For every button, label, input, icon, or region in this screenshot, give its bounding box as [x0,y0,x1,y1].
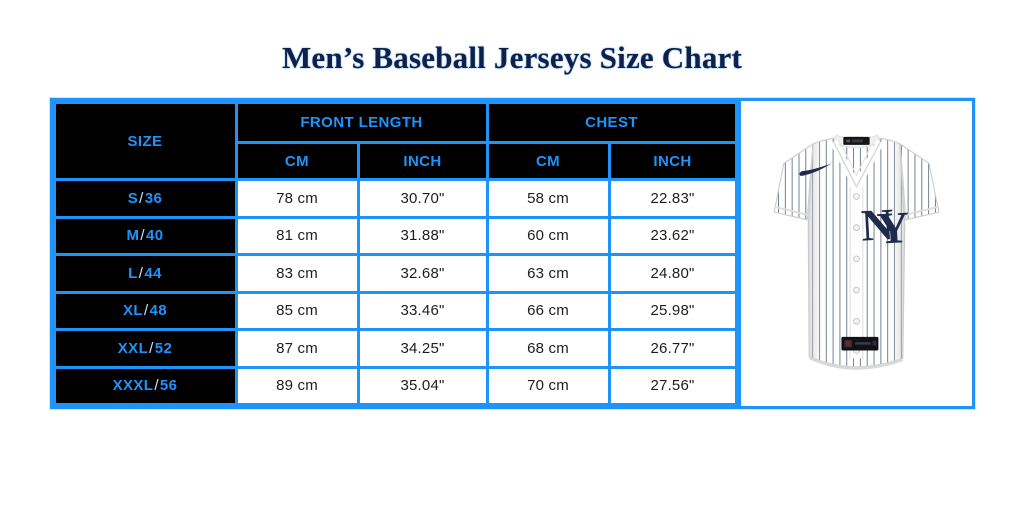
front-length-inch-value: 31.88" [356,215,489,256]
jersey-sleeves [772,142,940,221]
svg-text:Y: Y [875,202,910,254]
col-header-front-length: FRONT LENGTH [234,101,489,144]
chest-inch-value: 24.80" [607,253,738,294]
chest-cm-value: 66 cm [485,290,611,331]
chest-inch-value: 25.98" [607,290,738,331]
jock-tag [840,336,878,351]
table-row: XXL/52 87 cm 34.25" 68 cm 26.77" [52,328,738,369]
chest-inch-value: 26.77" [607,328,738,369]
front-length-inch-value: 30.70" [356,178,489,219]
size-slash: / [139,189,144,207]
size-slash: / [138,264,144,282]
chest-inch-value: 22.83" [607,178,738,219]
size-slash: / [149,339,154,357]
table-row: XXXL/56 89 cm 35.04" 70 cm 27.56" [52,365,738,406]
front-length-cm-value: 78 cm [234,178,360,219]
jersey-image-panel: N Y [737,101,972,406]
size-label: M/40 [52,215,238,256]
size-label: XXXL/56 [52,365,238,406]
chest-cm-value: 68 cm [485,328,611,369]
size-label: XL/48 [52,290,238,331]
chest-cm-value: 58 cm [485,178,611,219]
hem-shadow [808,356,903,370]
svg-text:N: N [859,199,894,251]
front-length-inch-value: 35.04" [356,365,489,406]
front-length-cm-value: 85 cm [234,290,360,331]
table-row: M/40 81 cm 31.88" 60 cm 23.62" [52,215,738,256]
chest-inch-value: 27.56" [607,365,738,406]
front-length-inch-value: 32.68" [356,253,489,294]
table-row: XL/48 85 cm 33.46" 66 cm 25.98" [52,290,738,331]
chest-cm-value: 60 cm [485,215,611,256]
size-chart-container: SIZE FRONT LENGTH CHEST CM INCH CM INCH … [49,98,975,409]
pinstripe-jersey-image: N Y [772,134,940,370]
table-row: S/36 78 cm 30.70" 58 cm 22.83" [52,178,738,219]
size-slash: / [143,302,149,320]
nike-swoosh-icon [798,163,832,177]
chest-cm-value: 70 cm [485,365,611,406]
ny-logo: N Y [859,199,910,254]
size-label: L/44 [52,253,238,294]
chest-cm-value: 63 cm [485,253,611,294]
page-title: Men’s Baseball Jerseys Size Chart [281,40,743,75]
col-header-front-inch: INCH [356,141,489,181]
front-length-cm-value: 81 cm [234,215,360,256]
size-label: S/36 [52,178,238,219]
size-slash: / [154,377,159,395]
front-length-inch-value: 33.46" [356,290,489,331]
table-row: L/44 83 cm 32.68" 63 cm 24.80" [52,253,738,294]
col-header-chest: CHEST [485,101,738,144]
size-label: XXL/52 [52,328,238,369]
col-header-chest-cm: CM [485,141,611,181]
front-length-cm-value: 87 cm [234,328,360,369]
size-slash: / [140,227,145,245]
col-header-front-cm: CM [234,141,360,181]
col-header-size: SIZE [52,101,238,181]
front-length-cm-value: 83 cm [234,253,360,294]
chest-inch-value: 23.62" [607,215,738,256]
front-length-inch-value: 34.25" [356,328,489,369]
size-table: SIZE FRONT LENGTH CHEST CM INCH CM INCH … [52,101,738,406]
front-length-cm-value: 89 cm [234,365,360,406]
col-header-chest-inch: INCH [607,141,738,181]
neck-label [832,134,881,149]
